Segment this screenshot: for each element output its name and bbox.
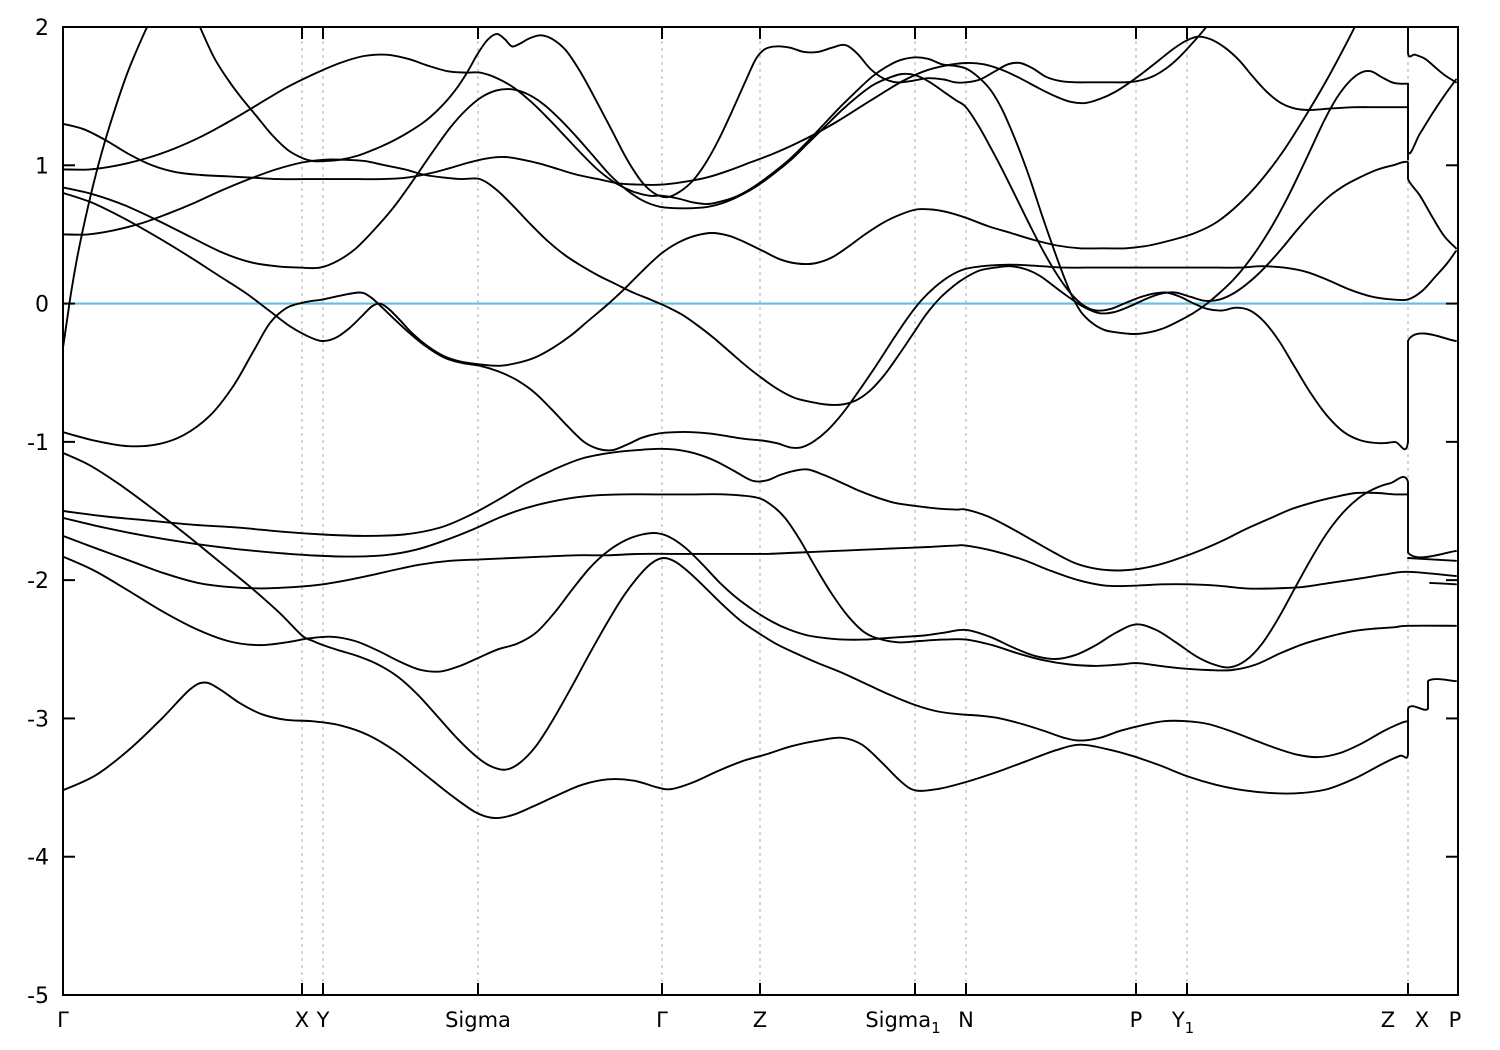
- band-curve: [63, 476, 1457, 673]
- band-curve: [63, 27, 1356, 367]
- y-axis-tick-label: 2: [35, 16, 49, 41]
- kpoint-label: N: [958, 1008, 974, 1032]
- kpoint-label: X: [295, 1008, 309, 1032]
- y-axis: 2 1 0 -1 -2 -3 -4 -5: [27, 16, 1458, 1009]
- band-curve: [63, 451, 1409, 771]
- y-axis-tick-label: -4: [27, 846, 49, 871]
- band-curve: [63, 53, 1409, 335]
- kpoint-gridlines: [301, 27, 1409, 995]
- band-curve: [63, 158, 1457, 406]
- kpoint-label: Γ: [656, 1008, 668, 1032]
- band-curve: [1407, 78, 1457, 155]
- y-axis-tick-label: 0: [35, 293, 49, 318]
- kpoint-tick-marks: [301, 27, 1409, 995]
- y-axis-tick-label: 1: [35, 154, 49, 179]
- band-curve: [63, 493, 1457, 672]
- kpoint-label: Γ: [57, 1008, 69, 1032]
- band-curve: [63, 447, 1409, 572]
- x-axis-labels: Γ X Y Sigma Γ Z Sigma1 N P Y1 Z X P: [57, 1008, 1461, 1037]
- band-curve: [63, 35, 1409, 186]
- kpoint-label: P: [1130, 1008, 1143, 1032]
- kpoint-label: X: [1415, 1008, 1429, 1032]
- band-curve: [1407, 27, 1457, 84]
- band-curve: [63, 250, 1457, 452]
- band-curve: [63, 678, 1457, 820]
- band-curve: [198, 27, 1208, 199]
- kpoint-label: P: [1449, 1008, 1462, 1032]
- band-curve: [63, 27, 149, 349]
- kpoint-label: Z: [753, 1008, 767, 1032]
- y-axis-tick-label: -1: [27, 431, 49, 456]
- y-axis-tick-label: -2: [27, 569, 49, 594]
- y-axis-tick-label: -5: [27, 984, 49, 1009]
- band-curve: [63, 72, 1457, 451]
- band-curve: [1407, 557, 1457, 562]
- kpoint-label: Y1: [1171, 1008, 1194, 1037]
- kpoint-label: Sigma: [445, 1008, 511, 1032]
- band-curve: [63, 534, 1457, 590]
- kpoint-label: Z: [1381, 1008, 1395, 1032]
- band-curve: [1429, 581, 1457, 586]
- kpoint-label: Y: [316, 1008, 330, 1032]
- y-axis-tick-label: -3: [27, 707, 49, 732]
- kpoint-label: Sigma1: [865, 1008, 940, 1037]
